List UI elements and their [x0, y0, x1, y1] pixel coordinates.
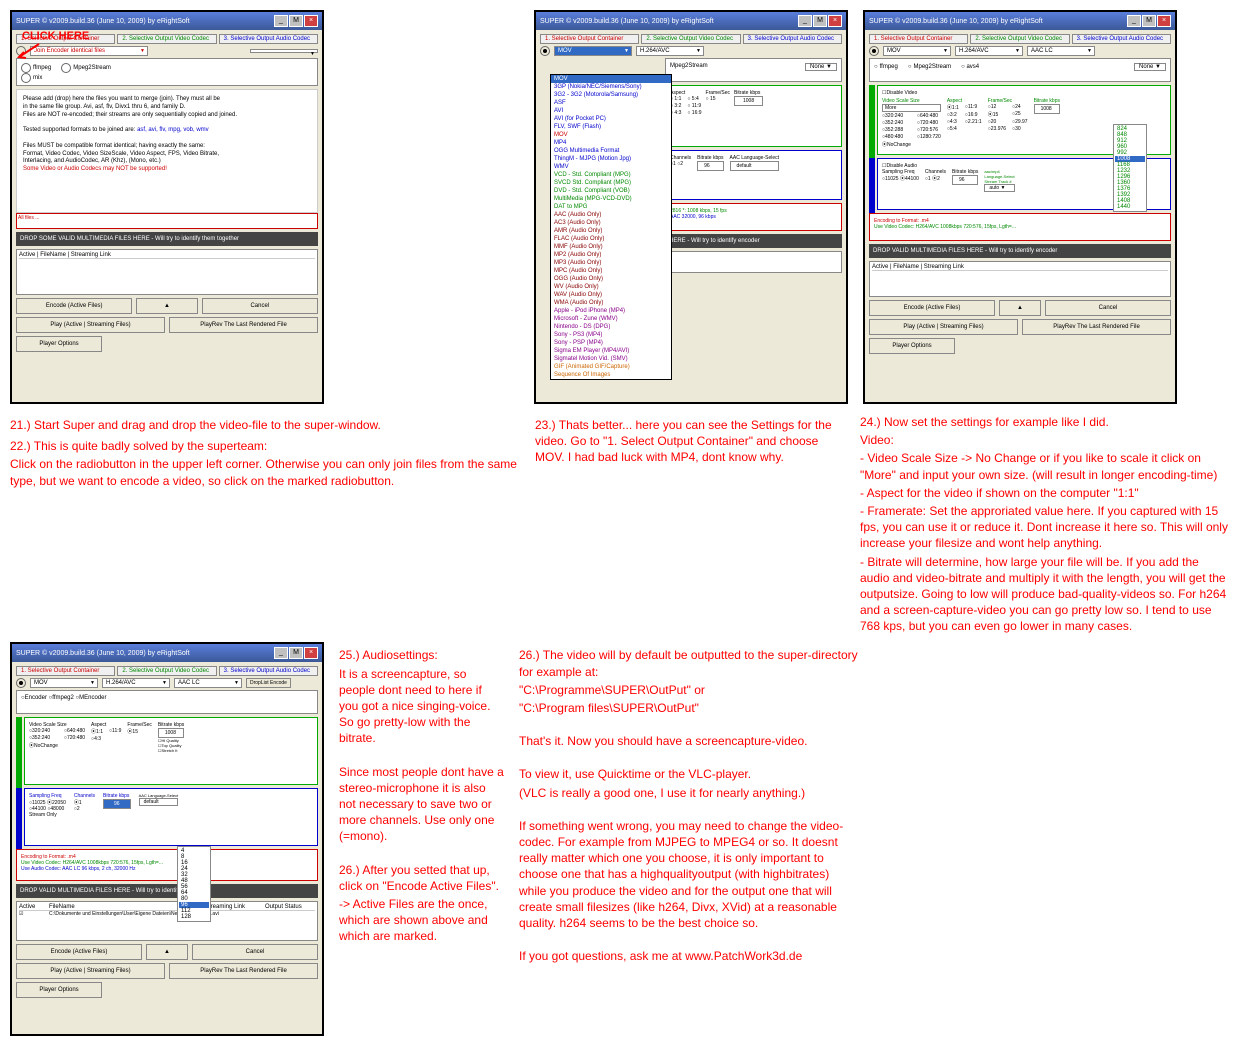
radio-ffmpeg[interactable] — [21, 63, 31, 73]
play-last-button[interactable]: PlayRev The Last Rendered File — [169, 317, 318, 333]
screenshot-24: SUPER © v2009.build.36 (June 10, 2009) b… — [863, 10, 1177, 404]
audio-bitrate-field[interactable]: 96 — [103, 799, 131, 809]
audio-bitrate-list[interactable]: 4816 243248 566480 96 112128 — [177, 846, 211, 922]
drop-zone[interactable]: DROP SOME VALID MULTIMEDIA FILES HERE - … — [16, 232, 318, 246]
titlebar: SUPER © v2009.build.36 (June 10, 2009) b… — [12, 12, 322, 30]
join-dropdown[interactable]: Join Encoder identical files — [30, 46, 148, 56]
cancel-button[interactable]: Cancel — [202, 298, 318, 314]
radio-mencoder[interactable] — [61, 63, 71, 73]
tab-audio-codec[interactable]: 3. Selective Output Audio Codec — [219, 34, 318, 44]
encode-button[interactable]: Encode (Active Files) — [16, 298, 132, 314]
drop-encode-button[interactable]: ▲ — [136, 298, 197, 314]
caption-22a: 22.) This is quite badly solved by the s… — [10, 438, 520, 454]
bitrate-dropdown-list[interactable]: 824848 912960 992 1008 11681232 12961360… — [1113, 124, 1147, 212]
video-panel: Aspect ○ 1:1○ 5:4 ○ 3:2○ 11:9 ○ 4:3○ 16:… — [665, 85, 842, 147]
player-options-button[interactable]: Player Options — [16, 336, 102, 352]
output-strip: All files ... — [16, 213, 318, 229]
window-controls: _ M × — [274, 15, 318, 27]
radio-mix[interactable] — [21, 73, 31, 83]
play-active-button[interactable]: Play (Active | Streaming Files) — [16, 317, 165, 333]
tab-video-codec[interactable]: 2. Selective Output Video Codec — [117, 34, 216, 44]
close-icon[interactable]: × — [304, 15, 318, 27]
vcodec-dropdown[interactable]: H.264/AVC — [636, 46, 704, 56]
minimize-icon[interactable]: _ — [274, 15, 288, 27]
screenshot-23: SUPER © v2009.build.36 (June 10, 2009) b… — [534, 10, 848, 404]
caption-21: 21.) Start Super and drag and drop the v… — [10, 417, 520, 433]
container-dropdown-list[interactable]: MOV 3GP (Nokia/NEC/Siemens/Sony) 3G2 - 3… — [550, 74, 672, 380]
m-icon[interactable]: M — [289, 15, 303, 27]
caption-22b: Click on the radiobutton in the upper le… — [10, 456, 520, 488]
click-here-label: CLICK HERE — [22, 30, 89, 42]
caption-23: 23.) Thats better... here you can see th… — [535, 417, 845, 466]
radio-panel: ffmpeg Mpeg2Stream mix — [16, 58, 318, 86]
screenshot-21: CLICK HERE SUPER © v2009.build.36 (June … — [10, 10, 324, 404]
info-box: Please add (drop) here the files you wan… — [16, 89, 318, 213]
bitrate-field[interactable]: 1008 — [1034, 104, 1060, 114]
file-list: Active | FileName | Streaming Link — [16, 249, 318, 295]
container-dropdown[interactable]: MOV — [554, 46, 632, 56]
audio-panel: Channels○1 ○2 Bitrate kbps 96 AAC Langua… — [665, 150, 842, 200]
caption-24a: 24.) Now set the settings for example li… — [860, 414, 1230, 430]
app-title: SUPER © v2009.build.36 (June 10, 2009) b… — [16, 18, 190, 25]
codec-dropdown[interactable] — [250, 49, 318, 53]
screenshot-25: SUPER © v2009.build.36 (June 10, 2009) b… — [10, 642, 324, 1036]
titlebar: SUPER © v2009.build.36 (June 10, 2009) b… — [536, 12, 846, 30]
